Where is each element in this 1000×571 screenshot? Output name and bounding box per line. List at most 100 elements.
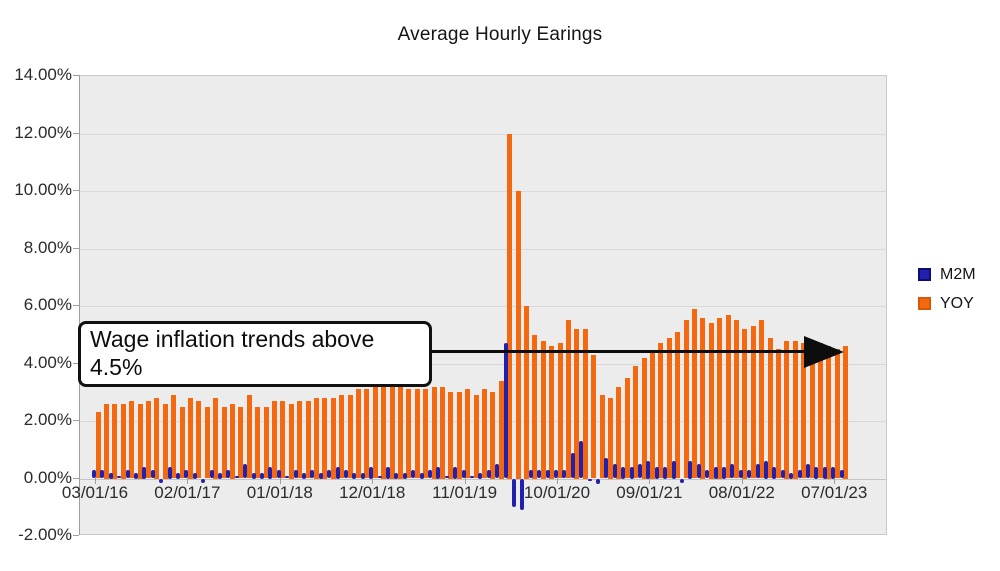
m2m-bar [528,469,533,479]
yoy-bar [759,320,765,479]
legend-item-yoy: YOY [918,293,976,314]
yoy-bar [792,340,798,479]
yoy-bar [129,400,135,479]
m2m-bar [738,469,743,479]
m2m-bar [512,478,516,508]
m2m-bar [419,472,424,479]
m2m-bar [444,475,449,479]
yoy-bar [826,346,832,479]
annotation-text-line2: 4.5% [90,354,143,380]
yoy-bar [507,133,513,479]
m2m-bar [394,472,399,479]
m2m-bar [243,464,248,479]
x-axis-tick [95,477,96,484]
m2m-bar [696,464,701,479]
m2m-bar [453,467,458,479]
yoy-bar [641,357,647,479]
m2m-bar [780,469,785,479]
annotation-arrow-head-icon [804,336,844,368]
m2m-bar [335,467,340,479]
m2m-bar [344,469,348,479]
x-axis-label: 07/01/23 [801,483,868,502]
yoy-bar [624,377,630,479]
yoy-bar [271,400,277,479]
m2m-bar [92,469,96,479]
m2m-bar [503,343,508,479]
x-axis-label: 10/01/20 [523,483,591,502]
m2m-bar [176,472,180,479]
m2m-bar [822,467,827,479]
y-axis-tick [73,132,79,134]
m2m-bar [570,452,575,479]
m2m-bar [755,464,760,479]
yoy-bar [423,389,429,479]
m2m-bar [638,464,642,479]
yoy-bar [280,400,286,479]
yoy-bar [448,392,454,479]
yoy-bar [574,329,580,479]
m2m-bar [402,472,407,479]
y-axis-tick [73,190,79,191]
m2m-bar [310,469,315,479]
yoy-bar [297,400,303,479]
m2m-bar [621,467,626,479]
m2m-bar [167,467,172,479]
x-axis-label: 12/01/18 [339,483,406,502]
yoy-bar [465,389,471,479]
yoy-bar [784,340,790,479]
m2m-bar [663,467,668,479]
m2m-bar [520,478,525,511]
m2m-bar [789,472,794,479]
yoy-bar [549,346,555,479]
m2m-bar [671,461,676,479]
yoy-bar [708,323,714,479]
m2m-bar [377,475,382,479]
m2m-bar [495,464,500,479]
yoy-bar [397,386,403,479]
yoy-bar [364,389,370,479]
yoy-bar [733,320,739,479]
yoy-bar [607,398,613,479]
y-axis-label: -2.00% [18,525,72,544]
m2m-bar [192,472,197,479]
plot-area [79,75,887,535]
y-axis-label: 0.00% [23,467,72,487]
yoy-bar [456,392,462,479]
m2m-bar [486,469,491,479]
yoy-bar [473,395,479,479]
m2m-bar [428,469,432,479]
y-axis-label: 6.00% [23,295,72,314]
legend-label-m2m: M2M [940,265,976,283]
yoy-bar [414,389,420,479]
yoy-bar [381,386,387,479]
yoy-bar [582,329,588,479]
m2m-bar [234,475,239,479]
yoy-bar [263,406,269,479]
m2m-bar [142,467,147,479]
yoy-bar [255,406,261,479]
x-axis-label: 03/01/16 [61,483,129,502]
yoy-bar [599,395,605,479]
yoy-bar [171,395,177,479]
legend-label-yoy: YOY [940,294,974,312]
m2m-bar [369,467,374,479]
yoy-bar [238,406,244,479]
m2m-bar [125,469,130,479]
m2m-bar [839,469,844,479]
annotation-text-line1: Wage inflation trends above [90,326,375,352]
x-axis-label: 09/01/21 [616,483,683,502]
m2m-bar [268,467,273,479]
x-axis-tick [372,477,374,484]
m2m-bar [293,469,298,479]
yoy-bar [103,403,109,479]
y-axis-label: 2.00% [23,410,72,429]
gridline [80,306,886,307]
yoy-bar [339,395,345,479]
yoy-bar [179,406,185,479]
yoy-bar [406,389,412,479]
chart-title: Average Hourly Earings [397,24,603,45]
m2m-bar [276,469,281,479]
m2m-bar [713,467,718,479]
yoy-bar [229,403,235,479]
m2m-bar [831,467,836,479]
